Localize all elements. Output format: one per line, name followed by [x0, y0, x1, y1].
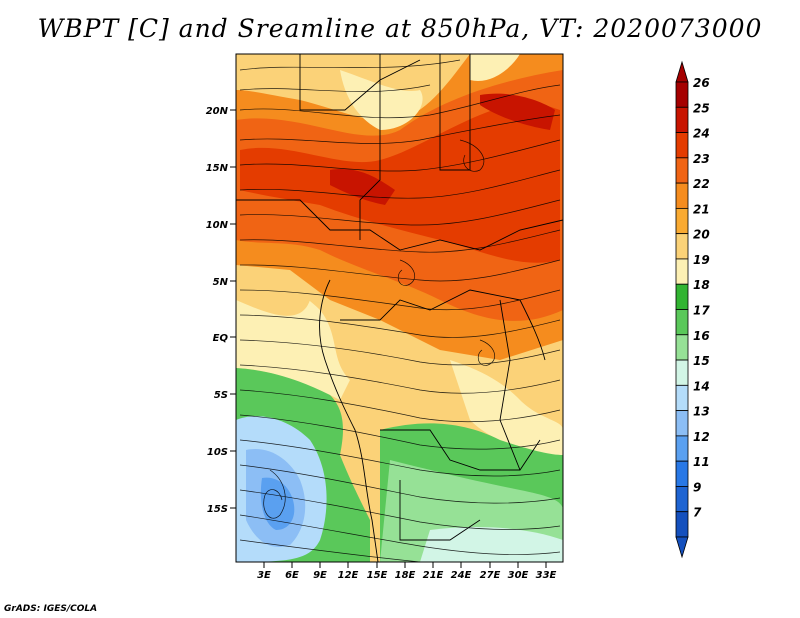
lon-tick-label: 30E	[508, 570, 529, 581]
lat-tick-label: 5S	[214, 390, 228, 401]
colorbar-label: 15	[693, 354, 710, 368]
lat-tick-label: EQ	[213, 333, 229, 344]
lon-tick-label: 33E	[536, 570, 557, 581]
colorbar-swatch	[675, 359, 689, 386]
colorbar-swatch	[675, 435, 689, 462]
colorbar-min-arrow	[675, 536, 689, 559]
colorbar-swatch	[675, 106, 689, 133]
lon-tick-label: 18E	[395, 570, 416, 581]
colorbar-label: 24	[693, 127, 710, 141]
colorbar-label: 25	[693, 101, 710, 115]
lat-tick-label: 20N	[206, 106, 229, 117]
colorbar-label: 26	[693, 76, 710, 90]
chart-title: WBPT [C] and Sreamline at 850hPa, VT: 20…	[37, 14, 763, 43]
colorbar-swatch	[675, 410, 689, 437]
lon-tick-label: 24E	[451, 570, 472, 581]
credit-label: GrADS: IGES/COLA	[4, 604, 98, 614]
colorbar-swatch	[675, 384, 689, 412]
lon-tick-label: 21E	[423, 570, 444, 581]
country-borders	[236, 54, 563, 562]
colorbar-swatch	[675, 460, 689, 487]
lat-axis: 20N 15N 10N 5N EQ 5S 10S 15S	[206, 106, 236, 515]
colorbar-swatch	[675, 81, 689, 108]
lon-tick-label: 12E	[338, 570, 359, 581]
colorbar-label: 7	[693, 506, 702, 520]
colorbar-label: 21	[693, 202, 710, 216]
lat-tick-label: 15N	[206, 163, 229, 174]
colorbar-label: 14	[693, 379, 710, 393]
colorbar-swatch	[675, 207, 689, 235]
colorbar-swatch	[675, 182, 689, 209]
colorbar-label: 16	[693, 329, 710, 343]
colorbar-label: 20	[693, 228, 710, 242]
streamlines	[239, 59, 561, 562]
lon-tick-label: 6E	[285, 570, 299, 581]
lat-tick-label: 15S	[207, 504, 228, 515]
colorbar-label: 18	[693, 278, 710, 292]
colorbar: 26 25 24 23 22 21 20 19 18 17 16 15 14 13 12 11 9 7	[675, 60, 710, 559]
lat-tick-label: 10S	[207, 447, 228, 458]
colorbar-label: 23	[693, 152, 710, 166]
colorbar-swatch	[675, 157, 689, 184]
map-frame	[235, 53, 564, 563]
colorbar-label: 19	[693, 253, 710, 267]
colorbar-swatch	[675, 258, 689, 285]
lon-tick-label: 3E	[257, 570, 271, 581]
lat-tick-label: 5N	[213, 277, 229, 288]
colorbar-label: 17	[693, 304, 710, 318]
lon-tick-label: 15E	[367, 570, 388, 581]
colorbar-label: 12	[693, 430, 710, 444]
colorbar-swatch	[675, 132, 689, 159]
colorbar-swatch	[675, 511, 689, 538]
colorbar-max-arrow	[675, 60, 689, 83]
colorbar-label: 22	[693, 177, 710, 191]
lon-axis: 3E 6E 9E 12E 15E 18E 21E 24E 27E 30E 33E	[257, 562, 557, 581]
lon-tick-label: 27E	[480, 570, 501, 581]
colorbar-swatch	[675, 486, 689, 513]
colorbar-label: 13	[693, 405, 710, 419]
colorbar-label: 11	[693, 455, 710, 469]
colorbar-swatch	[675, 334, 689, 361]
colorbar-swatch	[675, 233, 689, 260]
colorbar-swatch	[675, 283, 689, 310]
colorbar-label: 9	[693, 480, 701, 494]
colorbar-swatch	[675, 309, 689, 336]
lon-tick-label: 9E	[313, 570, 327, 581]
lat-tick-label: 10N	[206, 220, 229, 231]
wbpt-field	[236, 54, 563, 562]
